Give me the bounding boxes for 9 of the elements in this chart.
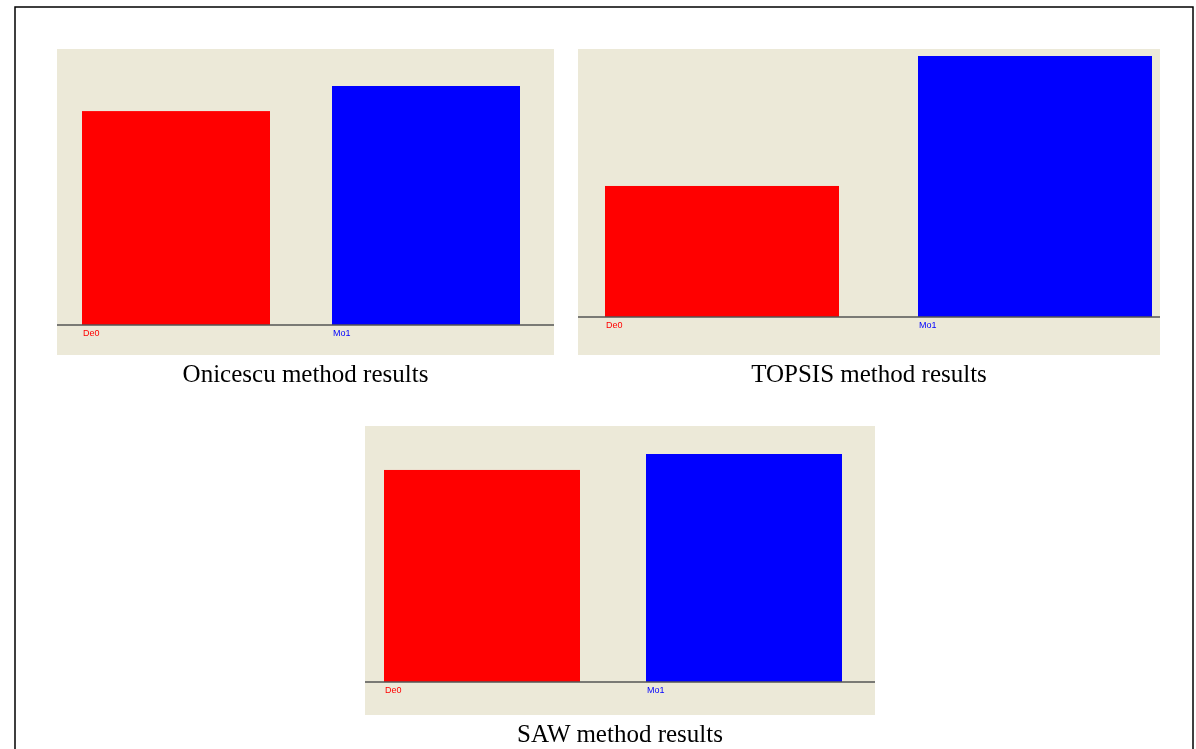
text: TOPSIS method results: [751, 360, 987, 387]
x-tick-label: De0: [385, 685, 402, 695]
x-tick-label: De0: [606, 320, 623, 330]
x-tick-label: Mo1: [333, 328, 351, 338]
text: SAW method results: [517, 720, 723, 747]
x-tick-label: De0: [83, 328, 100, 338]
x-tick-label: Mo1: [919, 320, 937, 330]
text: Onicescu method results: [182, 360, 429, 387]
x-tick-label: Mo1: [647, 685, 665, 695]
